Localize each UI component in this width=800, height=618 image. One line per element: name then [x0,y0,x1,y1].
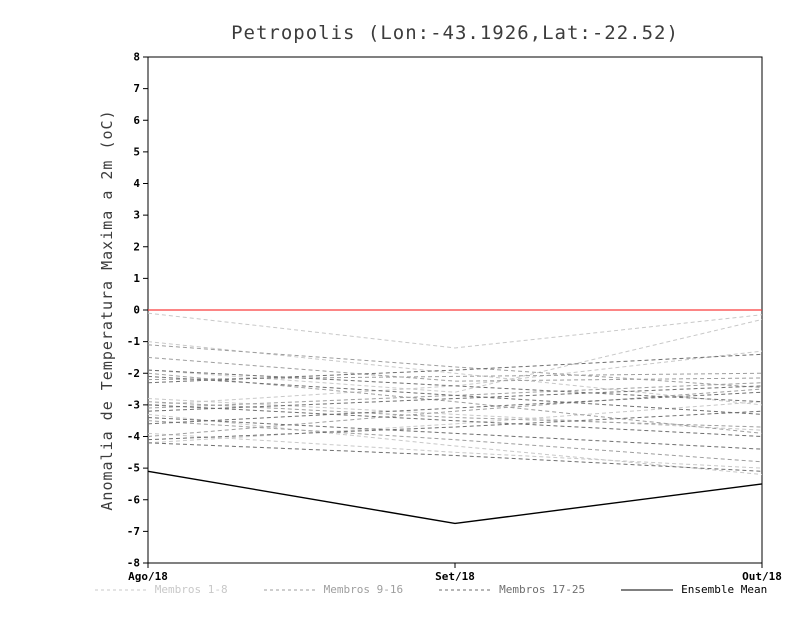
y-tick-label: 6 [133,114,140,127]
y-tick-label: -5 [127,462,140,475]
y-tick-label: 5 [133,145,140,158]
y-tick-label: 0 [133,304,140,317]
legend-label: Membros 9-16 [323,583,404,596]
legend-line-sample [94,589,147,590]
member-line [147,353,763,384]
legend-item: Membros 1-8 [93,583,228,596]
y-tick-label: 1 [133,272,140,285]
legend-label: Membros 17-25 [499,583,586,596]
legend-item: Ensemble Mean [619,583,767,596]
y-axis-label: Anomalia de Temperatura Maxima a 2m (oC) [98,109,116,511]
y-tick-label: 8 [133,51,140,64]
member-line [147,404,763,437]
y-tick-label: 3 [133,209,140,222]
ensemble-mean-line [147,470,763,525]
member-line [147,382,763,409]
member-line [147,413,763,475]
member-line [147,391,763,425]
legend-line-sample [263,589,316,590]
x-tick-label: Set/18 [435,570,475,583]
member-line [147,372,763,381]
y-tick-label: -3 [127,398,140,411]
member-line [147,350,763,406]
y-tick-label: 2 [133,240,140,253]
legend-line-sample [621,589,674,590]
chart-title: Petropolis (Lon:-43.1926,Lat:-22.52) [231,22,679,44]
member-line [147,319,763,393]
y-tick-label: -6 [127,493,141,506]
member-line [147,420,763,463]
member-line [147,344,763,388]
member-line [147,356,763,382]
member-line [147,369,763,403]
member-line [147,401,763,444]
legend-item: Membros 17-25 [437,583,585,596]
legend-label: Membros 1-8 [154,583,228,596]
member-line [147,375,763,415]
member-line [147,442,763,472]
legend-item: Membros 9-16 [262,583,403,596]
legend-line-sample [439,589,492,590]
y-tick-label: -2 [127,367,140,380]
y-tick-label: -4 [127,430,141,443]
member-line [147,388,763,437]
y-tick-label: -8 [127,557,140,570]
x-tick-label: Ago/18 [128,570,168,583]
member-line [147,432,763,469]
x-tick-label: Out/18 [742,570,782,583]
legend-label: Ensemble Mean [681,583,768,596]
member-line [147,410,763,441]
member-line [147,398,763,431]
y-tick-label: -7 [127,525,140,538]
member-line [147,385,763,412]
legend: Membros 1-8 Membros 9-16 Membros 17-25 Ense… [90,583,770,596]
member-line [147,341,763,406]
member-line [147,312,763,349]
member-line [147,417,763,450]
y-tick-label: 4 [133,177,140,190]
y-tick-label: 7 [133,82,140,95]
member-line [147,401,763,428]
y-tick-label: -1 [127,335,141,348]
member-line [147,372,763,434]
